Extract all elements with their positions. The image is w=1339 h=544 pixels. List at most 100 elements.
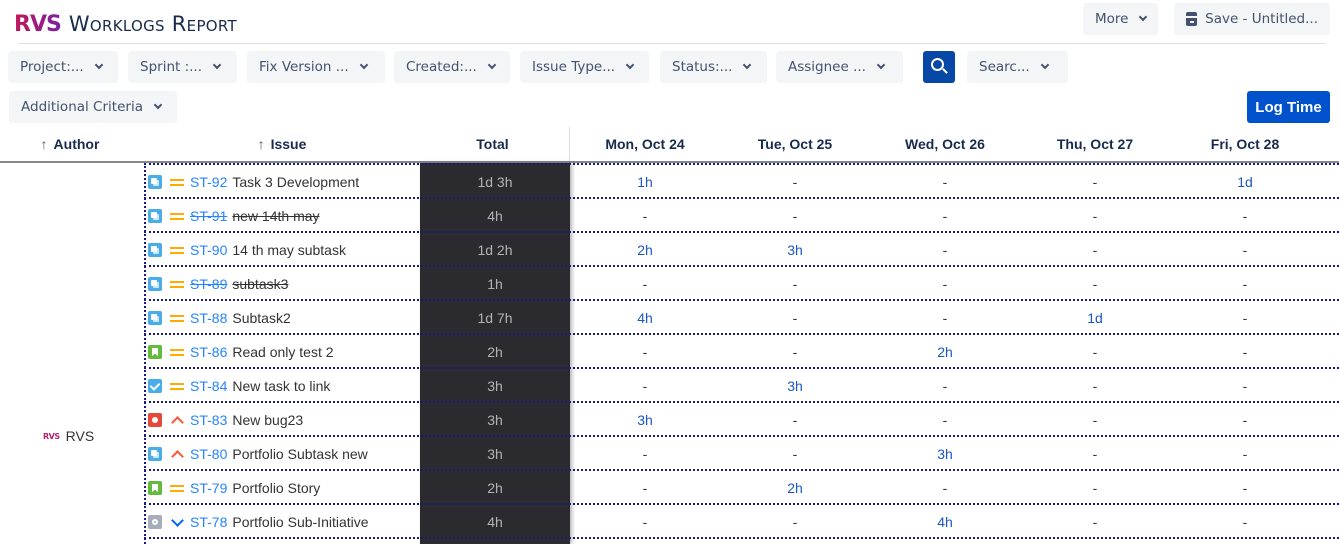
column-header-author[interactable]: ↑ Author: [0, 127, 140, 161]
total-cell: 3h: [487, 446, 503, 462]
filter-fix-version[interactable]: Fix Version ...: [247, 51, 385, 83]
log-time-button[interactable]: Log Time: [1247, 91, 1330, 123]
chevron-down-icon: [212, 60, 222, 70]
table-row: ST-80 Portfolio Subtask new 3h - - 3h - -: [144, 437, 1339, 471]
filter-status[interactable]: Status:...: [660, 51, 767, 83]
day-cell: -: [1092, 344, 1098, 360]
priority-medium-icon: [170, 311, 184, 325]
day-cell[interactable]: 3h: [787, 378, 803, 394]
issue-summary: new 14th may: [232, 208, 320, 224]
issue-cell: ST-92 Task 3 Development: [148, 165, 359, 199]
day-cell[interactable]: 3h: [787, 242, 803, 258]
column-header-total[interactable]: Total: [476, 136, 509, 152]
issue-type-subtask-icon: [148, 209, 162, 223]
priority-medium-icon: [170, 243, 184, 257]
day-cell[interactable]: 2h: [937, 344, 953, 360]
issue-key-link[interactable]: ST-78: [190, 514, 228, 530]
column-header-issue[interactable]: ↑ Issue: [144, 127, 420, 161]
issue-key-link[interactable]: ST-92: [190, 174, 228, 190]
issue-cell: ST-89 subtask3: [148, 267, 288, 301]
day-cell[interactable]: 2h: [637, 242, 653, 258]
rvs-logo: RVS: [14, 11, 62, 37]
day-cell: -: [792, 276, 798, 292]
more-button[interactable]: More: [1083, 3, 1159, 35]
issue-key-link[interactable]: ST-91: [190, 208, 228, 224]
column-header-day[interactable]: Mon, Oct 24: [605, 136, 685, 152]
day-cell: -: [942, 242, 948, 258]
day-cell: -: [1092, 446, 1098, 462]
day-cell: -: [642, 480, 648, 496]
author-header-label: Author: [53, 136, 100, 152]
priority-high-icon: [170, 447, 184, 461]
filter-saved-search[interactable]: Searc...: [967, 51, 1068, 83]
issue-type-subtask-icon: [148, 447, 162, 461]
day-cell[interactable]: 2h: [787, 480, 803, 496]
filter-label: Project:...: [20, 59, 84, 75]
issue-key-link[interactable]: ST-83: [190, 412, 228, 428]
column-header-day[interactable]: Wed, Oct 26: [905, 136, 985, 152]
filter-assignee[interactable]: Assignee ...: [776, 51, 903, 83]
total-cell: 1d 3h: [477, 174, 513, 190]
issue-header-label: Issue: [270, 136, 307, 152]
search-icon-handle: [942, 68, 948, 74]
column-header-day[interactable]: Tue, Oct 25: [757, 136, 833, 152]
filter-project[interactable]: Project:...: [8, 51, 118, 83]
day-cell[interactable]: 4h: [637, 310, 653, 326]
priority-medium-icon: [170, 379, 184, 393]
issue-cell: ST-86 Read only test 2: [148, 335, 334, 369]
chevron-down-icon: [153, 100, 163, 110]
chevron-down-icon: [94, 60, 103, 70]
priority-medium-icon: [170, 481, 184, 495]
issue-cell: ST-84 New task to link: [148, 369, 330, 403]
issue-cell: ST-79 Portfolio Story: [148, 471, 320, 505]
issue-cell: ST-78 Portfolio Sub-Initiative: [148, 505, 369, 539]
column-header-day[interactable]: Thu, Oct 27: [1056, 136, 1134, 152]
day-cell[interactable]: 4h: [937, 514, 953, 530]
filter-label: Sprint :...: [140, 59, 203, 75]
row-top-border: [144, 163, 1339, 165]
issue-key-link[interactable]: ST-90: [190, 242, 228, 258]
issue-key-link[interactable]: ST-79: [190, 480, 228, 496]
issue-type-initiative-icon: [148, 515, 162, 529]
author-name: RVS: [65, 428, 95, 444]
save-button[interactable]: Save - Untitled...: [1174, 3, 1330, 35]
filter-label: Status:...: [672, 59, 733, 75]
priority-medium-icon: [170, 277, 184, 291]
column-header-day[interactable]: Fri, Oct 28: [1210, 136, 1280, 152]
filter-created[interactable]: Created:...: [394, 51, 510, 83]
issue-type-bug-icon: [148, 413, 162, 427]
issue-key-link[interactable]: ST-84: [190, 378, 228, 394]
day-cell[interactable]: 3h: [637, 412, 653, 428]
day-cell: -: [1092, 412, 1098, 428]
issue-key-link[interactable]: ST-88: [190, 310, 228, 326]
table-row: ST-79 Portfolio Story 2h - 2h - - -: [144, 471, 1339, 505]
day-cell[interactable]: 1d: [1237, 174, 1253, 190]
header-divider: [18, 43, 1326, 44]
day-cell[interactable]: 1h: [637, 174, 653, 190]
day-cell: -: [792, 208, 798, 224]
day-cell[interactable]: 1d: [1087, 310, 1103, 326]
day-cell: -: [1242, 480, 1248, 496]
chevron-down-icon: [1040, 60, 1049, 70]
day-cell: -: [942, 208, 948, 224]
day-cell: -: [642, 514, 648, 530]
table-row: ST-84 New task to link 3h - 3h - - -: [144, 369, 1339, 403]
search-button[interactable]: [923, 51, 955, 83]
total-cell: 2h: [487, 480, 503, 496]
issue-key-link[interactable]: ST-89: [190, 276, 228, 292]
issue-summary: subtask3: [232, 276, 289, 292]
issue-cell: ST-91 new 14th may: [148, 199, 320, 233]
chevron-down-icon: [876, 60, 886, 70]
issue-cell: ST-80 Portfolio Subtask new: [148, 437, 368, 471]
issue-key-link[interactable]: ST-80: [190, 446, 228, 462]
filter-additional-criteria[interactable]: Additional Criteria: [9, 91, 177, 123]
issue-key-link[interactable]: ST-86: [190, 344, 228, 360]
filter-sprint[interactable]: Sprint :...: [128, 51, 237, 83]
priority-medium-icon: [170, 345, 184, 359]
day-cell[interactable]: 3h: [937, 446, 953, 462]
table-row: ST-92 Task 3 Development 1d 3h 1h - - - 1d: [144, 165, 1339, 199]
author-cell: RVS RVS: [43, 428, 94, 444]
filter-label: Created:...: [406, 59, 477, 75]
filter-issue-type[interactable]: Issue Type...: [520, 51, 649, 83]
chevron-down-icon: [743, 60, 752, 70]
